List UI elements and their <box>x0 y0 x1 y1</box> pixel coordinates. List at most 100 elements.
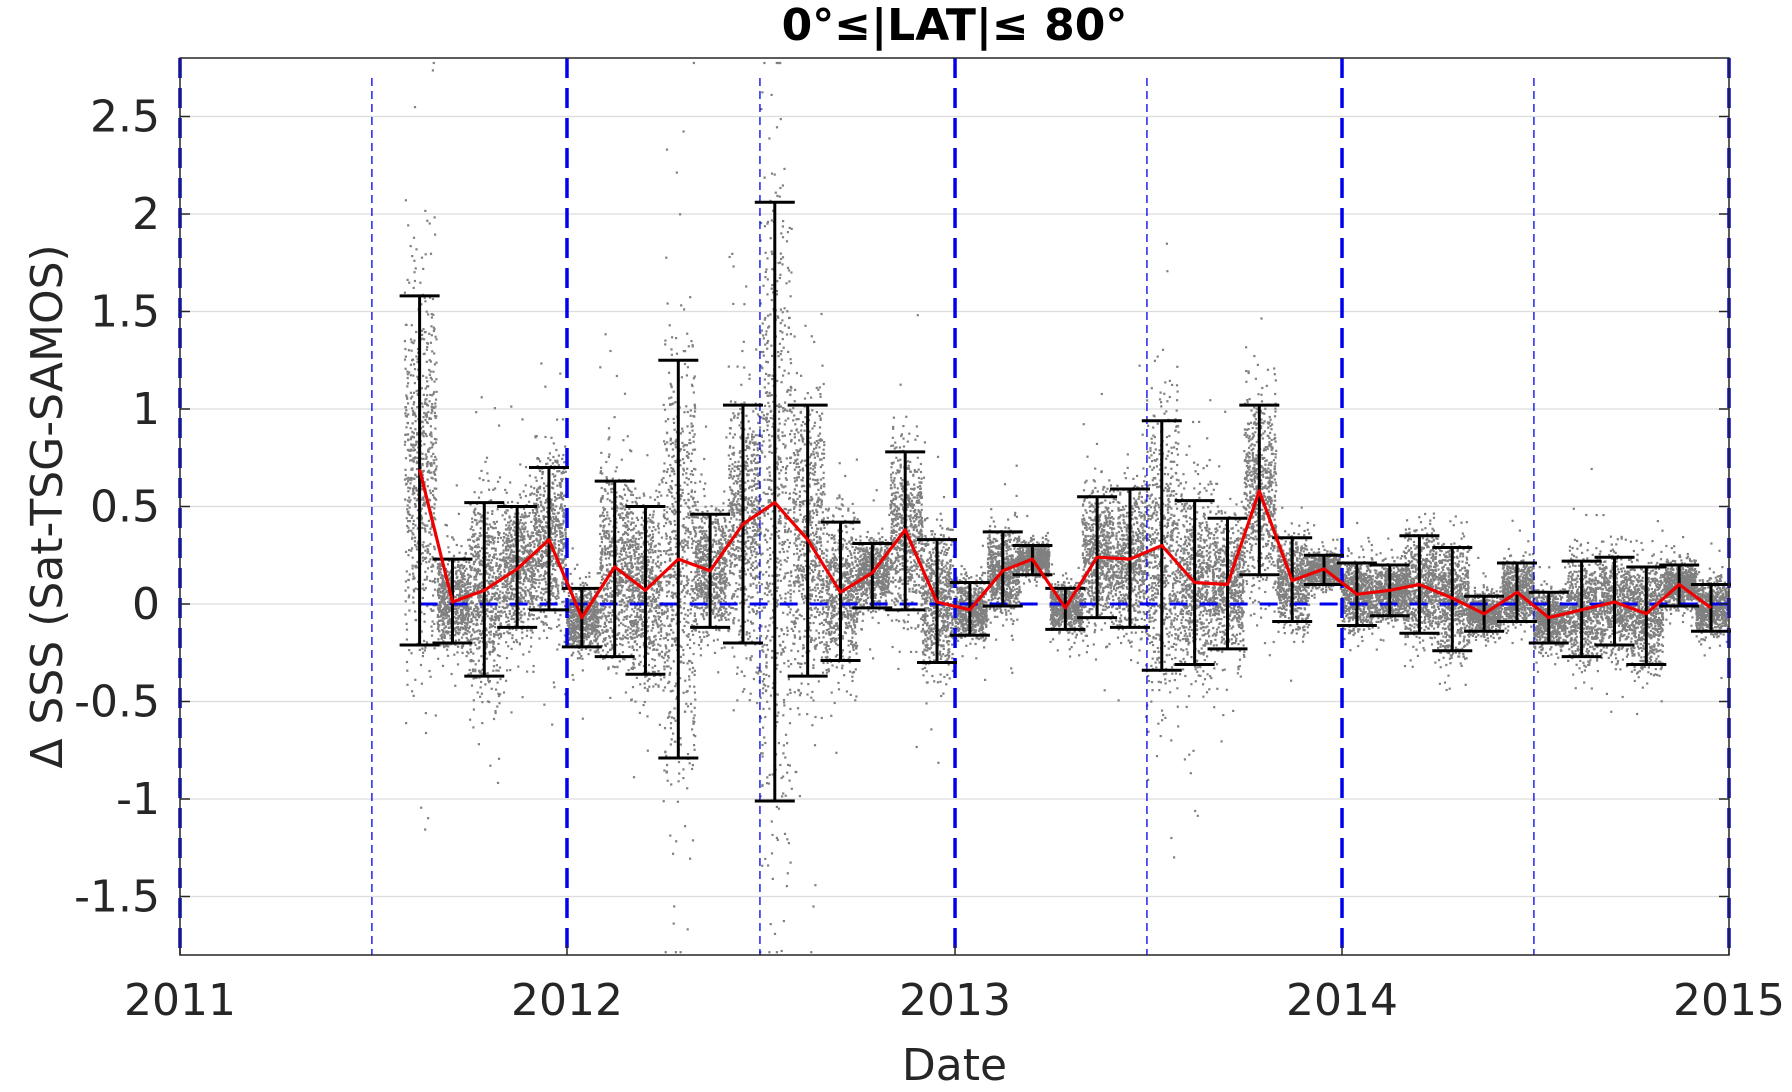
data-point <box>475 559 477 561</box>
data-point <box>506 631 508 633</box>
data-point <box>411 431 413 433</box>
data-point <box>406 415 408 417</box>
data-point <box>536 553 538 555</box>
data-point <box>477 551 479 553</box>
data-point <box>612 666 614 668</box>
data-point <box>606 615 608 617</box>
data-point <box>633 522 635 524</box>
data-point <box>503 583 505 585</box>
data-point <box>416 548 418 550</box>
data-point <box>554 569 556 571</box>
data-point <box>545 463 547 465</box>
data-point <box>424 401 426 403</box>
data-point <box>519 592 521 594</box>
data-point <box>413 403 415 405</box>
data-point <box>458 616 460 618</box>
data-point <box>448 619 450 621</box>
data-point <box>510 551 512 553</box>
data-point <box>410 530 412 532</box>
data-point <box>434 428 436 430</box>
data-point <box>525 595 527 597</box>
data-point <box>411 350 413 352</box>
data-point <box>476 571 478 573</box>
data-point <box>431 350 433 352</box>
data-point <box>509 554 511 556</box>
data-point <box>523 569 525 571</box>
data-point <box>426 578 428 580</box>
data-point <box>493 634 495 636</box>
data-point <box>499 591 501 593</box>
data-point <box>488 593 490 595</box>
data-point <box>617 582 619 584</box>
data-point <box>414 457 416 459</box>
data-point <box>609 545 611 547</box>
data-point <box>525 484 527 486</box>
data-point <box>466 655 468 657</box>
data-point <box>404 444 406 446</box>
data-point <box>543 482 545 484</box>
data-point <box>513 521 515 523</box>
data-point <box>431 570 433 572</box>
data-point <box>522 539 524 541</box>
data-point <box>446 649 448 651</box>
data-point <box>515 639 517 641</box>
data-point <box>556 595 558 597</box>
data-point <box>500 636 502 638</box>
data-point <box>556 419 558 421</box>
data-point <box>446 608 448 610</box>
data-point <box>433 391 435 393</box>
data-point <box>430 377 432 379</box>
data-point <box>413 485 415 487</box>
data-point <box>474 491 476 493</box>
data-point <box>422 471 424 473</box>
data-point <box>558 644 560 646</box>
data-point <box>660 570 662 572</box>
data-point <box>530 486 532 488</box>
data-point <box>462 616 464 618</box>
data-point <box>641 517 643 519</box>
data-point <box>433 352 435 354</box>
data-point <box>498 573 500 575</box>
data-point <box>429 553 431 555</box>
data-point <box>405 368 407 370</box>
data-point <box>617 595 619 597</box>
data-point <box>631 566 633 568</box>
data-point <box>639 606 641 608</box>
data-point <box>627 641 629 643</box>
data-point <box>447 546 449 548</box>
data-point <box>572 652 574 654</box>
data-point <box>535 476 537 478</box>
data-point <box>543 575 545 577</box>
data-point <box>523 535 525 537</box>
data-point <box>458 584 460 586</box>
data-point <box>572 626 574 628</box>
data-point <box>462 634 464 636</box>
data-point <box>621 611 623 613</box>
data-point <box>409 482 411 484</box>
data-point <box>579 577 581 579</box>
data-point <box>619 592 621 594</box>
data-point <box>521 631 523 633</box>
data-point <box>588 592 590 594</box>
data-point <box>422 416 424 418</box>
data-point <box>487 700 489 702</box>
data-point <box>589 641 591 643</box>
data-point <box>633 553 635 555</box>
data-point <box>473 677 475 679</box>
data-point <box>609 563 611 565</box>
data-point <box>629 449 631 451</box>
data-point <box>484 461 486 463</box>
data-point <box>573 611 575 613</box>
data-point <box>508 545 510 547</box>
data-point <box>491 559 493 561</box>
data-point <box>604 606 606 608</box>
data-point <box>427 545 429 547</box>
data-point <box>621 459 623 461</box>
data-point <box>619 495 621 497</box>
data-point <box>529 538 531 540</box>
data-point <box>616 375 618 377</box>
data-point <box>431 334 433 336</box>
data-point <box>409 514 411 516</box>
data-point <box>502 514 504 516</box>
